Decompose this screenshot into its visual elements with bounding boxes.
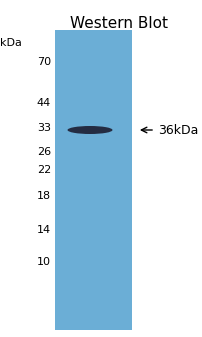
Text: 36kDa: 36kDa [157,123,197,136]
Ellipse shape [67,126,112,134]
Text: 18: 18 [37,191,51,201]
Text: 70: 70 [37,57,51,67]
Text: 22: 22 [37,165,51,175]
Text: 10: 10 [37,257,51,267]
Bar [55,30,131,330]
Text: 33: 33 [37,123,51,133]
Text: 44: 44 [37,98,51,108]
Text: 14: 14 [37,225,51,235]
Text: kDa: kDa [0,38,22,48]
Text: Western Blot: Western Blot [70,16,167,31]
Text: 26: 26 [37,147,51,157]
